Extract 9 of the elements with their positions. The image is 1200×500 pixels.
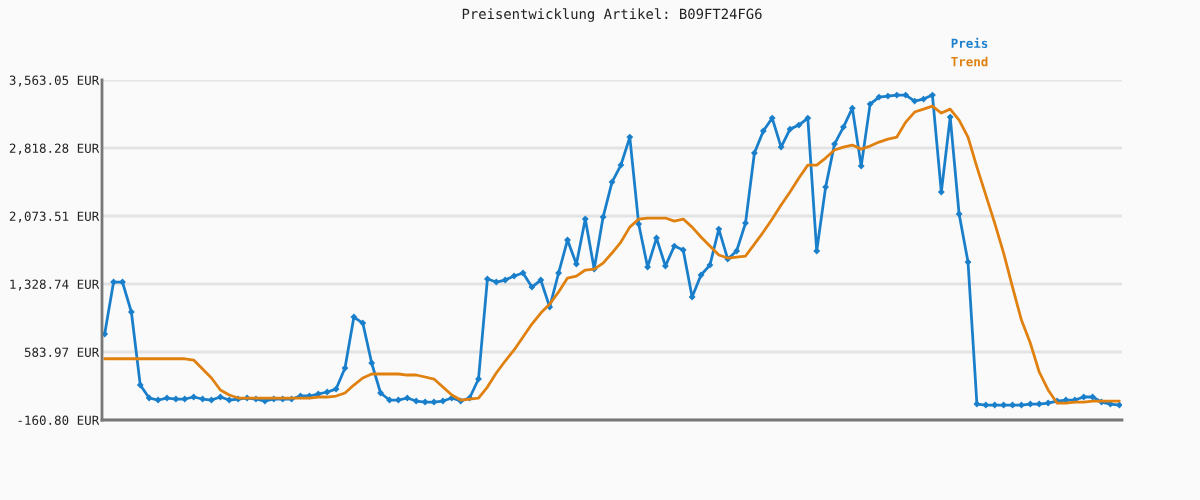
y-tick-label: 2,818.28 EUR [9,143,100,155]
y-tick-label: 2,073.51 EUR [9,211,100,223]
y-tick-label: -160.80 EUR [18,415,100,425]
text: Preis [951,37,988,48]
text: Trend [951,56,988,67]
chart-title: Preisentwicklung Artikel: B09FT24FG6 [462,8,762,22]
y-tick-label: 3,563.05 EUR [9,75,100,87]
y-tick-label: 583.97 EUR [24,347,100,357]
y-tick-label: 1,328.74 EUR [10,279,100,291]
